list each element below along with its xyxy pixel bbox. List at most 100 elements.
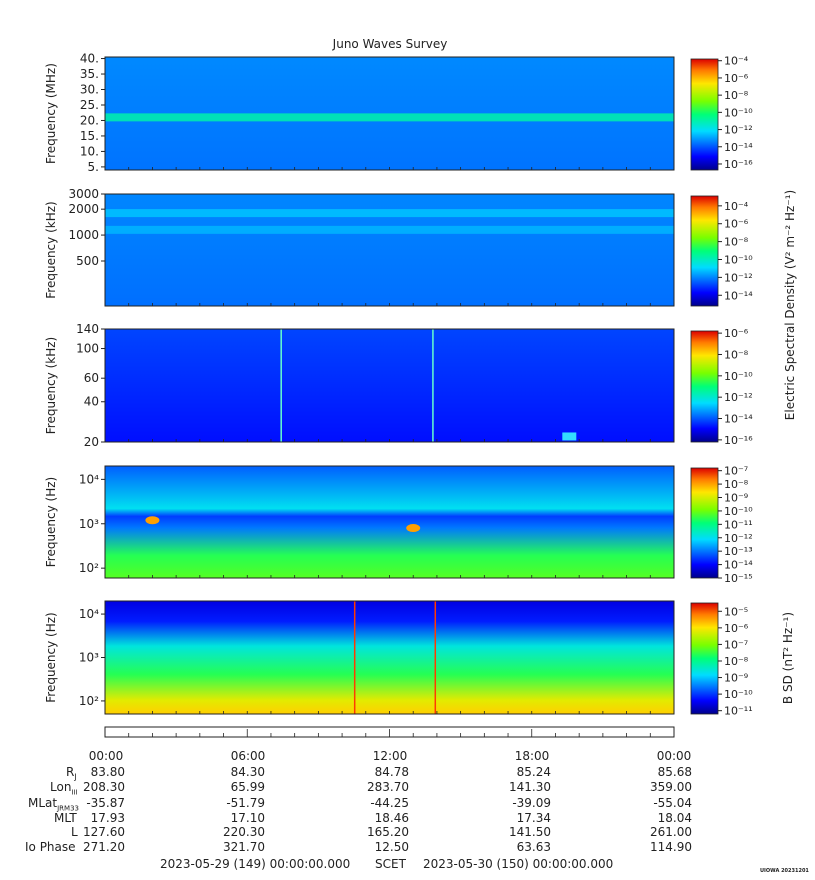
row-value: 271.20 <box>83 840 125 854</box>
row-value: 17.93 <box>90 811 125 825</box>
colorbar-tick-label: 10⁻¹² <box>724 124 753 137</box>
row-value: -55.04 <box>653 796 692 810</box>
row-value: 261.00 <box>650 825 692 839</box>
colorbar-tick-label: 10⁻⁸ <box>724 89 749 102</box>
row-value: -35.87 <box>86 796 125 810</box>
y-tick-label: 1000 <box>68 228 99 242</box>
y-tick-label: 20. <box>80 113 99 127</box>
colorbar-scale <box>690 330 719 443</box>
emission-blob <box>562 432 577 441</box>
colorbar-tick-label: 10⁻⁹ <box>724 492 748 505</box>
row-value: 141.30 <box>509 780 551 794</box>
colorbar-tick-label: 10⁻¹² <box>724 391 753 404</box>
colorbar-tick-label: 10⁻¹⁴ <box>724 141 753 154</box>
colorbar-scale <box>690 467 719 579</box>
y-tick-label: 10³ <box>79 651 99 665</box>
spectrogram-background <box>105 329 674 442</box>
row-value: 85.24 <box>516 765 551 779</box>
colorbar-tick-label: 10⁻¹⁶ <box>724 434 753 447</box>
emission-band <box>105 225 674 234</box>
y-tick-label: 10² <box>79 561 99 575</box>
spectrogram-background <box>105 601 674 714</box>
row-value: 208.30 <box>83 780 125 794</box>
colorbar-tick-label: 10⁻⁷ <box>724 638 748 651</box>
colorbar-tick-label: 10⁻¹⁴ <box>724 289 753 302</box>
y-tick-label: 30. <box>80 83 99 97</box>
magnetic-colorbar-label: B SD (nT² Hz⁻¹) <box>781 611 795 705</box>
row-value: 17.34 <box>516 811 551 825</box>
y-tick-label: 5. <box>88 160 99 174</box>
emission-feature <box>145 516 160 525</box>
colorbar-tick-label: 10⁻¹⁰ <box>724 688 753 701</box>
end-time: 2023-05-30 (150) 00:00:00.000 <box>423 857 614 871</box>
colorbar-tick-label: 10⁻⁸ <box>724 348 749 361</box>
row-value: 18.04 <box>657 811 692 825</box>
y-tick-label: 10³ <box>79 517 99 531</box>
emission-spike <box>353 601 356 714</box>
emission-band <box>105 209 674 218</box>
y-tick-label: 25. <box>80 98 99 112</box>
emission-feature <box>406 524 421 533</box>
colorbar-tick-label: 10⁻⁶ <box>724 622 749 635</box>
colorbar-tick-label: 10⁻⁶ <box>724 327 749 340</box>
y-tick-label: 3000 <box>68 187 99 201</box>
y-tick-label: 20 <box>84 435 99 449</box>
colorbar-5: 10⁻⁵ 10⁻⁶ 10⁻⁷ 10⁻⁸ 10⁻⁹ 10⁻¹⁰ 10⁻¹¹ <box>690 602 753 718</box>
row-label: LonIII <box>50 780 78 797</box>
colorbar-tick-label: 10⁻⁶ <box>724 72 749 85</box>
row-label: L <box>71 825 78 839</box>
row-value: 127.60 <box>83 825 125 839</box>
row-value: 63.63 <box>516 840 551 854</box>
y-tick-label: 100 <box>76 342 99 356</box>
start-time: 2023-05-29 (149) 00:00:00.000 <box>160 857 351 871</box>
figure-title: Juno Waves Survey <box>332 37 448 51</box>
time-label: 00:00 <box>88 749 124 763</box>
row-value: 65.99 <box>230 780 265 794</box>
time-label: 06:00 <box>230 749 266 763</box>
row-label: MLT <box>54 811 77 825</box>
colorbar-tick-label: 10⁻⁸ <box>724 655 749 668</box>
colorbar-3: 10⁻⁶ 10⁻⁸ 10⁻¹⁰ 10⁻¹² 10⁻¹⁴ 10⁻¹⁶ <box>690 327 753 447</box>
y-tick-label: 500 <box>76 254 99 268</box>
y-axis-label: Frequency (MHz) <box>44 63 58 164</box>
emission-spike <box>432 329 434 442</box>
spectrogram-panel-3: 140 100 60 40 20 Frequency (kHz) 10⁻⁶ 10⁻⁸ 10⁻¹⁰… <box>44 322 753 449</box>
row-value: 17.10 <box>230 811 265 825</box>
y-axis-label: Frequency (kHz) <box>44 337 58 434</box>
colorbar-1: 10⁻⁴ 10⁻⁶ 10⁻⁸ 10⁻¹⁰ 10⁻¹² 10⁻¹⁴ 10⁻¹⁶ <box>690 55 753 171</box>
row-label: Io Phase <box>25 840 76 854</box>
scet-label: SCET <box>375 857 406 871</box>
colorbar-2: 10⁻⁴ 10⁻⁶ 10⁻⁸ 10⁻¹⁰ 10⁻¹² 10⁻¹⁴ <box>690 195 753 307</box>
colorbar-tick-label: 10⁻¹¹ <box>724 705 753 718</box>
y-tick-label: 40. <box>80 52 99 66</box>
y-tick-label: 10. <box>80 144 99 158</box>
colorbar-tick-label: 10⁻¹⁰ <box>724 370 753 383</box>
y-axis-label: Frequency (Hz) <box>44 477 58 568</box>
colorbar-tick-label: 10⁻⁹ <box>724 672 748 685</box>
spectrogram-panel-4: 10⁴ 10³ 10² Frequency (Hz) 10⁻⁷10⁻⁸10⁻⁹10⁻¹⁰… <box>44 465 753 585</box>
y-tick-label: 10² <box>79 694 99 708</box>
colorbar-tick-label: 10⁻¹⁴ <box>724 559 753 572</box>
row-value: 359.00 <box>650 780 692 794</box>
colorbar-tick-label: 10⁻⁶ <box>724 218 749 231</box>
colorbar-tick-label: 10⁻¹⁰ <box>724 106 753 119</box>
colorbar-tick-label: 10⁻¹⁵ <box>724 572 753 585</box>
row-label: RJ <box>66 765 77 782</box>
colorbar-tick-label: 10⁻⁸ <box>724 478 749 491</box>
colorbar-4: 10⁻⁷10⁻⁸10⁻⁹10⁻¹⁰10⁻¹¹10⁻¹²10⁻¹³10⁻¹⁴10⁻… <box>690 465 753 585</box>
emission-spike <box>280 329 282 442</box>
colorbar-tick-label: 10⁻⁵ <box>724 605 748 618</box>
row-value: 83.80 <box>90 765 125 779</box>
row-value: -39.09 <box>512 796 551 810</box>
row-value: 283.70 <box>367 780 409 794</box>
row-value: 165.20 <box>367 825 409 839</box>
time-axis <box>104 726 675 738</box>
row-value: 85.68 <box>657 765 692 779</box>
colorbar-tick-label: 10⁻⁴ <box>724 200 749 213</box>
colorbar-tick-label: 10⁻¹¹ <box>724 518 753 531</box>
colorbar-tick-label: 10⁻⁸ <box>724 236 749 249</box>
spectrogram-panel-1: 40.35. 30.25.20. 15.10. 5. Frequency (MHz) 10… <box>44 52 753 174</box>
colorbar-tick-label: 10⁻⁴ <box>724 55 749 68</box>
